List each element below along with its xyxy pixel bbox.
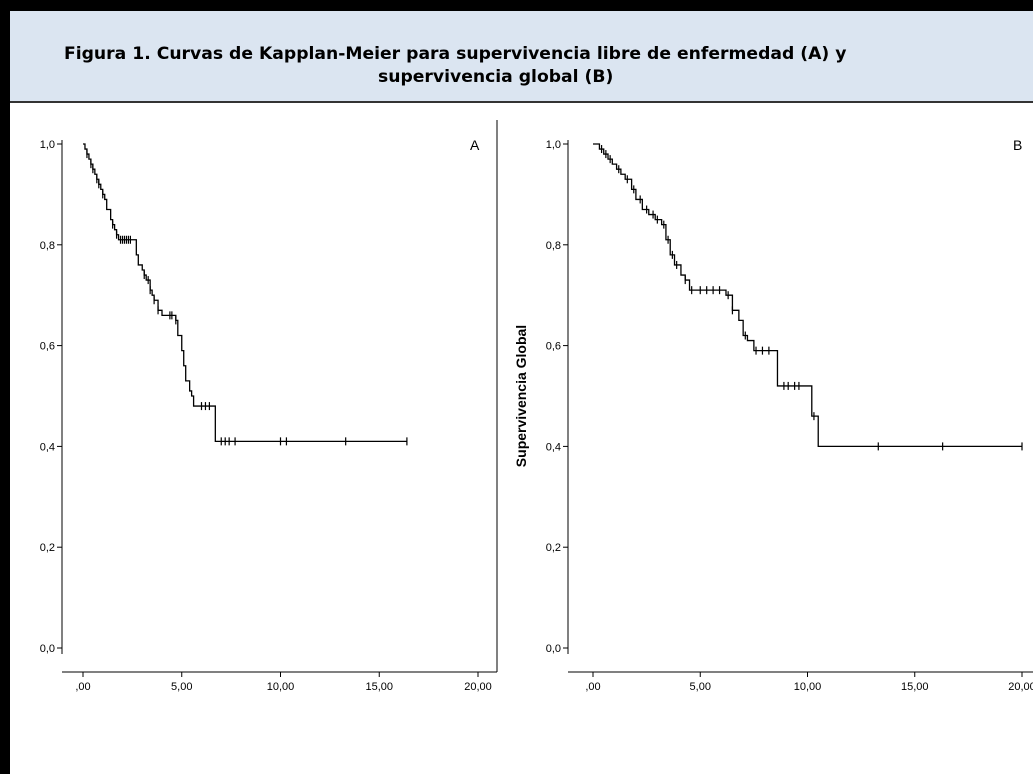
panel-a-chart: 0,0 0,2 0,4 0,6 0,8 1,0 ,00 5,00 10,00 15,00 20,00…: [40, 120, 498, 693]
panel-b-y-tick-label: 1,0: [546, 139, 561, 151]
panel-a-x-tick-label: 10,00: [267, 681, 295, 693]
panel-a-y-tick-label: 0,2: [40, 542, 55, 554]
panel-b-label: B: [1013, 137, 1022, 153]
panel-a-y-tick-label: 1,0: [40, 139, 55, 151]
figure-header: Figura 1. Curvas de Kapplan-Meier para s…: [10, 11, 1033, 103]
panel-b-y-tick-label: 0,0: [546, 643, 561, 655]
panel-a-x-tick-label: 20,00: [464, 681, 492, 693]
panel-b-x-tick-label: 5,00: [690, 681, 711, 693]
figure-title-line-1: Figura 1. Curvas de Kapplan-Meier para s…: [64, 44, 847, 64]
panel-b-survival-curve: [593, 143, 1022, 448]
figure-title-line-2: supervivencia global (B): [378, 67, 614, 87]
panel-b-x-tick-label: ,00: [585, 681, 600, 693]
panel-a-y-tick-label: 0,6: [40, 341, 55, 353]
panel-a-survival-curve: [83, 143, 407, 443]
panel-b-chart: 0,0 0,2 0,4 0,6 0,8 1,0 ,00 5,00 10,00 15,00 20,00…: [513, 137, 1033, 693]
panel-a-y-tick-label: 0,4: [40, 441, 55, 453]
panel-b-x-tick-label: 20,00: [1008, 681, 1033, 693]
panel-b-y-tick-label: 0,6: [546, 341, 561, 353]
panel-a-x-tick-label: 15,00: [365, 681, 393, 693]
panel-a-label: A: [470, 137, 480, 153]
panel-a-y-tick-label: 0,8: [40, 240, 55, 252]
figure-title: Figura 1. Curvas de Kapplan-Meier para s…: [10, 43, 1033, 89]
panel-b-x-tick-label: 15,00: [901, 681, 929, 693]
panel-b-y-tick-label: 0,2: [546, 542, 561, 554]
panel-a-x-tick-label: ,00: [75, 681, 90, 693]
panel-b-y-tick-label: 0,4: [546, 441, 561, 453]
panel-a-y-tick-label: 0,0: [40, 643, 55, 655]
panel-b-y-axis-title: Supervivencia Global: [513, 325, 529, 467]
panel-b-y-tick-label: 0,8: [546, 240, 561, 252]
panel-a-x-tick-label: 5,00: [171, 681, 192, 693]
panel-b-x-tick-label: 10,00: [794, 681, 822, 693]
